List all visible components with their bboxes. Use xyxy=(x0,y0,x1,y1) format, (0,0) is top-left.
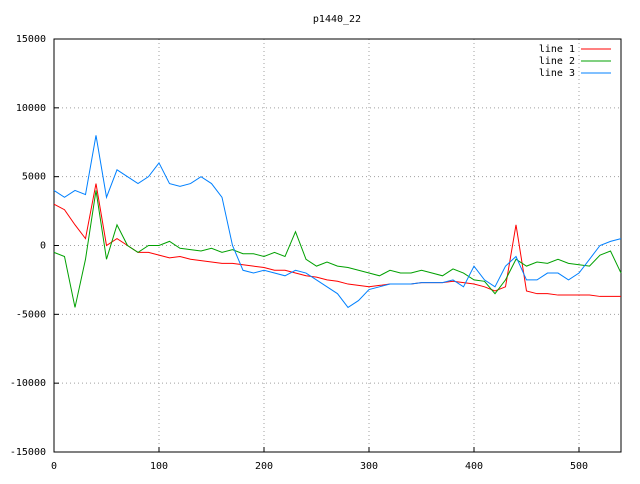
x-tick-label: 0 xyxy=(51,461,57,472)
y-tick-label: 15000 xyxy=(16,34,46,45)
series-line xyxy=(53,190,622,308)
series-line xyxy=(53,183,621,297)
chart-title: p1440_22 xyxy=(313,14,361,25)
y-tick-label: 5000 xyxy=(22,172,46,183)
x-tick-label: 500 xyxy=(570,461,588,472)
x-tick-label: 400 xyxy=(465,461,483,472)
plot-frame xyxy=(53,38,622,453)
x-tick-label: 200 xyxy=(255,461,273,472)
y-tick-label: 0 xyxy=(40,241,46,252)
y-tick-label: -15000 xyxy=(10,447,46,458)
series-line xyxy=(53,135,622,309)
y-tick-label: 10000 xyxy=(16,103,46,114)
x-tick-label: 100 xyxy=(150,461,168,472)
x-tick-label: 300 xyxy=(360,461,378,472)
legend-label: line 2 xyxy=(539,56,575,67)
legend-label: line 1 xyxy=(539,44,575,55)
y-tick-label: -5000 xyxy=(16,309,46,320)
y-tick-label: -10000 xyxy=(10,378,46,389)
legend-label: line 3 xyxy=(539,68,575,79)
